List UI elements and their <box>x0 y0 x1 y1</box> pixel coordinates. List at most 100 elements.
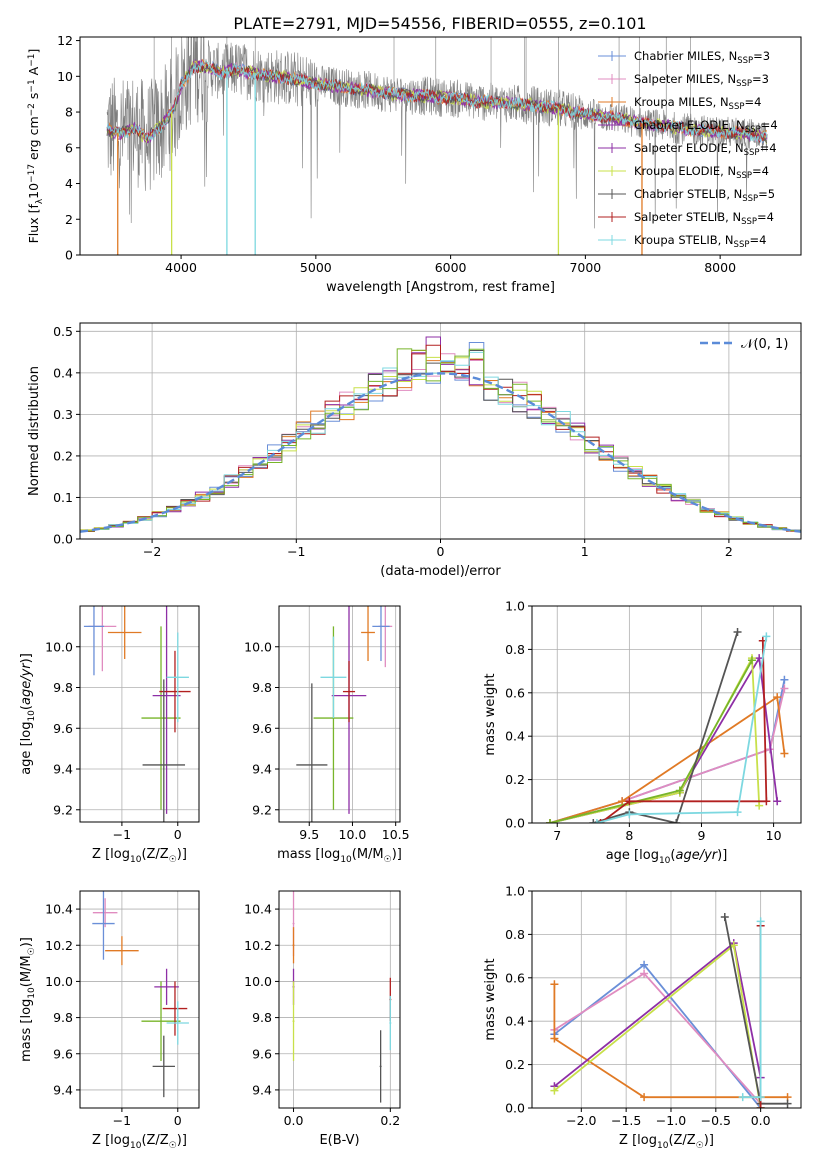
y-tick-label: 0.0 <box>53 532 73 547</box>
legend: Chabrier MILES, NSSP=3 Salpeter MILES, NS… <box>598 49 778 250</box>
x-tick-label: 8 <box>625 828 633 843</box>
weight-point <box>762 632 771 641</box>
y-tick-label: 12 <box>57 33 73 48</box>
plot-area <box>80 336 801 534</box>
axes-frame <box>79 36 802 256</box>
x-tick-label: 10.0 <box>339 827 367 842</box>
x-tick-label: 8000 <box>704 260 736 275</box>
y-tick-label: 6 <box>65 140 73 155</box>
y-tick-label: 0.1 <box>53 490 73 505</box>
y-tick-label: 9.8 <box>53 680 73 695</box>
weight-point <box>756 1093 765 1102</box>
x-axis-label: Z [log10(Z/Z☉)] <box>619 1133 714 1151</box>
x-axis-label: E(B-V) <box>319 1133 359 1148</box>
x-tick-label: 10.5 <box>382 827 410 842</box>
age-vs-metallicity-panel: −1 0 9.2 9.4 9.6 9.8 10.0 Z [log10(Z/Z☉)] age [l… <box>19 605 200 865</box>
figure-title: PLATE=2791, MJD=54556, FIBERID=0555, z=0… <box>233 14 646 33</box>
y-axis-label: mass weight <box>483 958 498 1040</box>
y-tick-label: 0.8 <box>505 642 525 657</box>
x-tick-label: −1 <box>287 544 305 559</box>
weight-point <box>720 913 729 922</box>
weight-series-line <box>553 943 762 1108</box>
normal-curve <box>80 372 801 533</box>
y-tick-label: 0.6 <box>505 685 525 700</box>
y-tick-label: 4 <box>65 176 73 191</box>
y-tick-label: 9.2 <box>252 802 272 817</box>
y-axis-label: Flux [fλ10−17 erg cm−2 s−1 A−1] <box>26 49 45 244</box>
y-tick-label: 9.8 <box>252 680 272 695</box>
y-tick-label: 0.2 <box>505 772 525 787</box>
grid <box>80 891 199 1108</box>
axes-frame <box>79 890 200 1109</box>
y-tick-label: 0.6 <box>505 970 525 985</box>
weight-point <box>625 810 634 819</box>
y-tick-label: 1.0 <box>505 884 525 899</box>
y-tick-label: 9.8 <box>252 1010 272 1025</box>
x-tick-label: 7000 <box>569 260 601 275</box>
x-tick-label: 4000 <box>165 260 197 275</box>
y-tick-label: 0.0 <box>505 816 525 831</box>
x-tick-label: 10 <box>766 828 782 843</box>
y-tick-label: 2 <box>65 212 73 227</box>
axes-frame <box>278 890 401 1109</box>
y-tick-label: 0.3 <box>53 407 73 422</box>
y-tick-label: 9.6 <box>252 1046 272 1061</box>
y-tick-label: 10.0 <box>45 639 73 654</box>
x-tick-label: 0 <box>437 544 445 559</box>
axes-frame <box>531 605 802 824</box>
weight-series-line <box>549 654 761 823</box>
weight-point <box>546 819 555 823</box>
y-tick-label: 10.2 <box>244 938 272 953</box>
grid <box>279 891 400 1108</box>
x-tick-label: 1 <box>581 544 589 559</box>
x-tick-label: 0.2 <box>380 1113 400 1128</box>
legend-label: Salpeter MILES, NSSP=3 <box>634 72 769 89</box>
y-tick-label: 9.4 <box>53 1082 73 1097</box>
y-tick-label: 9.2 <box>53 802 73 817</box>
legend-label: Kroupa STELIB, NSSP=4 <box>634 233 766 250</box>
weight-point <box>780 684 789 693</box>
weight-series-line <box>553 972 762 1105</box>
weight-series-line <box>549 688 786 823</box>
axes-frame <box>278 605 401 823</box>
x-tick-label: 5000 <box>300 260 332 275</box>
weight-point <box>773 797 782 806</box>
weight-series-line <box>549 655 779 823</box>
y-tick-label: 10.2 <box>45 938 73 953</box>
weight-point <box>738 1093 747 1102</box>
axes-frame <box>79 605 200 823</box>
weight-series-line <box>596 636 768 823</box>
weight-point <box>780 749 789 758</box>
x-tick-label: −1 <box>113 1113 131 1128</box>
legend-label: Chabrier STELIB, NSSP=5 <box>634 187 775 204</box>
weight-vs-age-panel: 7 8 9 10 0.0 0.2 0.4 0.6 0.8 1.0 age [log10(age/yr… <box>483 599 802 866</box>
legend-label: 𝒩(0, 1) <box>741 337 788 352</box>
weight-point <box>640 1093 649 1102</box>
weight-point <box>733 808 742 817</box>
y-tick-label: 9.6 <box>252 721 272 736</box>
plot-area <box>106 37 768 255</box>
weight-vs-metallicity-panel: −2.0 −1.5 −1.0 −0.5 0.0 0.0 0.2 0.4 0.6 0.8 1.0 Z [… <box>483 884 802 1151</box>
legend-label: Kroupa MILES, NSSP=4 <box>634 95 761 112</box>
weight-point <box>756 1104 765 1108</box>
x-tick-label: −1 <box>113 827 131 842</box>
x-tick-label: 0.0 <box>751 1113 771 1128</box>
x-axis-label: (data-model)/error <box>380 564 501 579</box>
grid <box>532 605 801 824</box>
weight-point <box>747 656 756 665</box>
legend-label: Chabrier MILES, NSSP=3 <box>634 49 770 66</box>
x-tick-label: 9 <box>698 828 706 843</box>
y-tick-label: 9.4 <box>252 762 272 777</box>
x-tick-label: 0.0 <box>284 1113 304 1128</box>
x-tick-label: 7 <box>553 828 561 843</box>
y-tick-label: 10.4 <box>45 902 73 917</box>
x-axis-label: wavelength [Angstrom, rest frame] <box>326 280 555 295</box>
mass-vs-metallicity-panel: −1 0 9.4 9.6 9.8 10.0 10.2 10.4 Z [log10(Z/Z☉)] m… <box>19 890 200 1151</box>
y-tick-label: 10.0 <box>244 974 272 989</box>
y-axis-label: mass weight <box>483 673 498 755</box>
plot-area <box>550 913 792 1108</box>
weight-point <box>640 969 649 978</box>
x-axis-label: mass [log10(M/M☉)] <box>277 847 402 865</box>
y-tick-label: 10 <box>57 69 73 84</box>
weight-point <box>550 1086 559 1095</box>
